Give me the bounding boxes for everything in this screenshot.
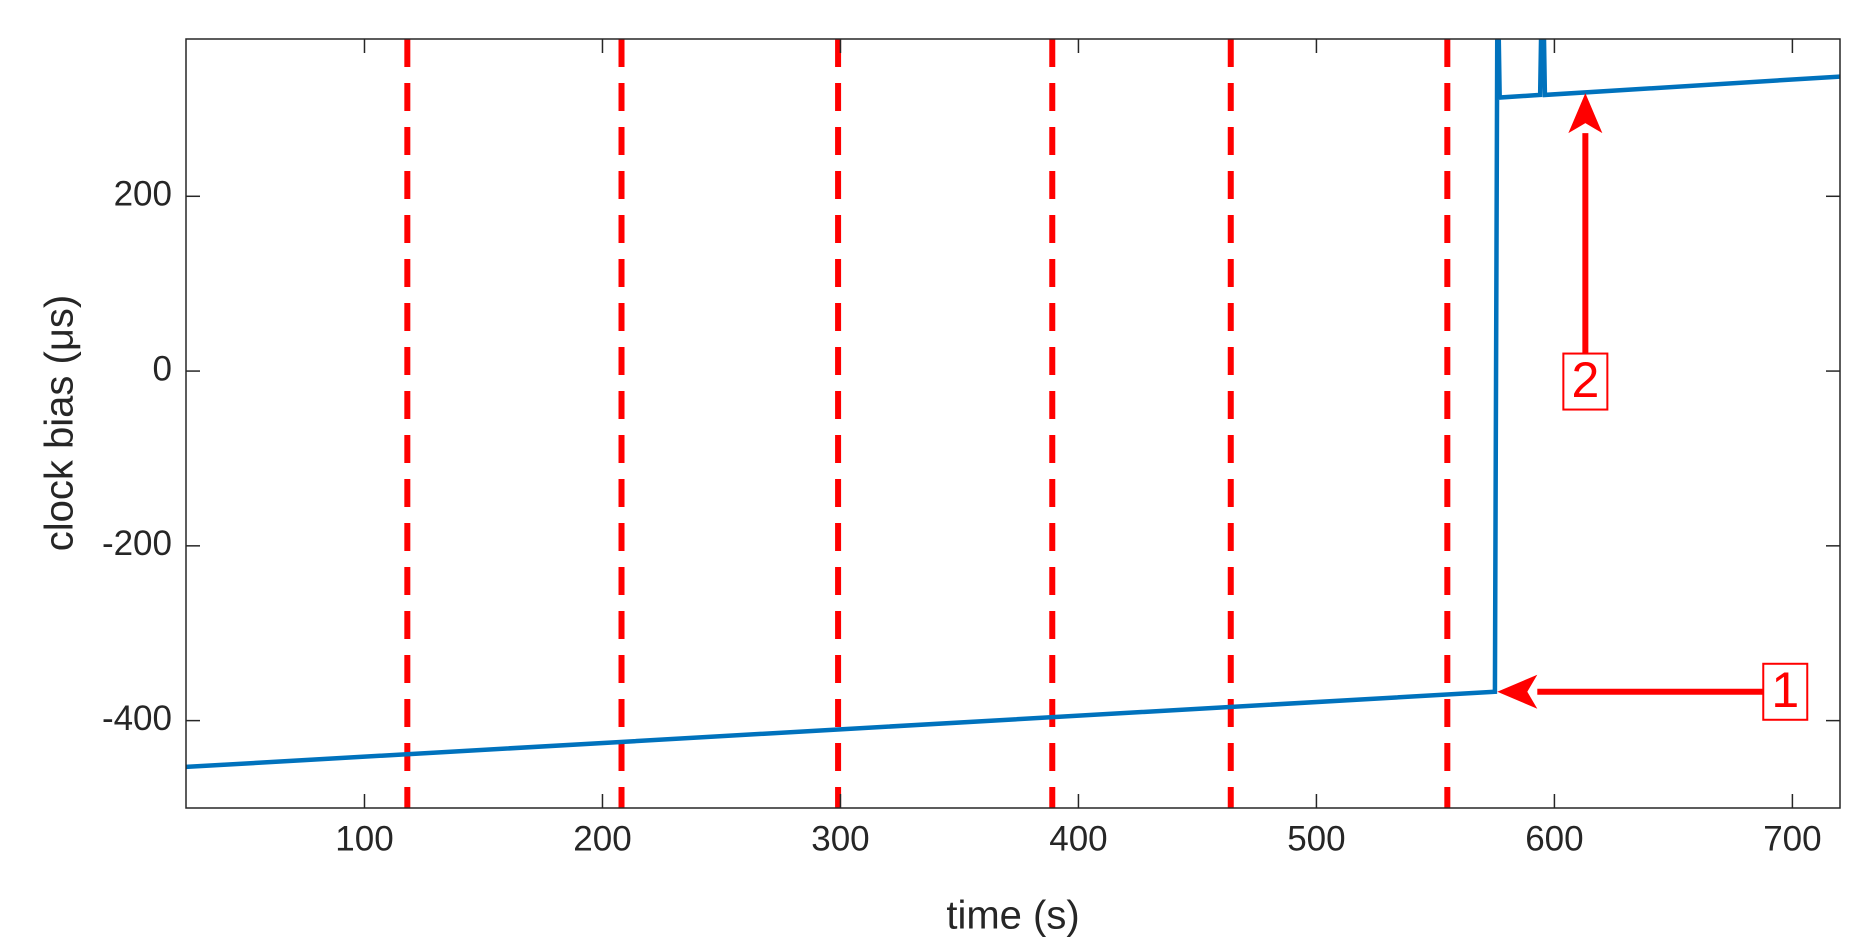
x-axis-label: time (s) [946,894,1079,938]
x-tick-label: 700 [1763,819,1821,858]
y-axis-label: clock bias (μs) [38,295,82,551]
x-tick-label: 500 [1287,819,1345,858]
plot-area [186,39,1840,808]
y-tick-label: 200 [114,175,172,214]
annotation-arrowhead [1568,93,1603,134]
x-tick-label: 200 [573,819,631,858]
x-tick-label: 300 [811,819,869,858]
annotation-label: 1 [1771,662,1799,718]
annotation-arrowhead [1497,674,1538,709]
data-line [186,39,1840,770]
annotation-label: 2 [1571,352,1599,408]
y-tick-label: -400 [102,699,172,738]
x-tick-label: 400 [1049,819,1107,858]
x-tick-label: 100 [335,819,393,858]
x-tick-label: 600 [1525,819,1583,858]
y-tick-label: 0 [153,349,172,388]
y-tick-label: -200 [102,524,172,563]
annotation-box [1562,352,1609,411]
axes-box [185,38,1841,809]
annotation-box [1762,662,1809,721]
